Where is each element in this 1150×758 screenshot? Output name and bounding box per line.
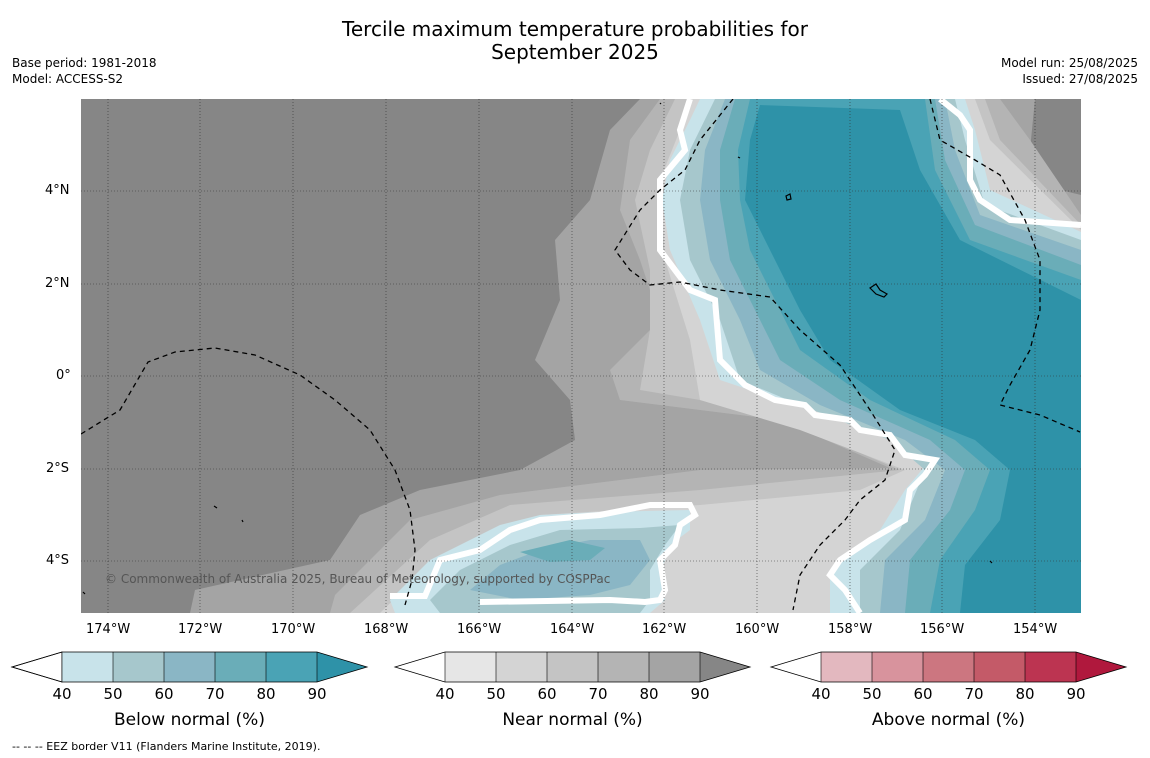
cbar-tick: 80: [256, 685, 276, 703]
map-title: Tercile maximum temperature probabilitie…: [0, 18, 1150, 64]
base-period: Base period: 1981-2018: [12, 56, 157, 70]
cbar-tick: 40: [435, 685, 455, 703]
lat-label: 0°: [56, 368, 71, 383]
lat-label: 2°S: [46, 461, 70, 476]
eez-borders: [81, 99, 1081, 611]
below-normal-90-region: [745, 105, 1081, 613]
cbar-tick: 90: [307, 685, 327, 703]
eez-footnote: -- -- -- EEZ border V11 (Flanders Marine…: [12, 740, 321, 753]
colorbar-near-normal: [393, 651, 752, 683]
cbar-tick: 50: [486, 685, 506, 703]
cbar-tick: 80: [1015, 685, 1035, 703]
cbar-tick: 70: [205, 685, 225, 703]
cbar-tick: 60: [913, 685, 933, 703]
map-area: © Commonwealth of Australia 2025, Bureau…: [81, 99, 1081, 613]
colorbar-label-above: Above normal (%): [871, 710, 1026, 730]
meta-right: Model run: 25/08/2025 Issued: 27/08/2025: [1001, 55, 1138, 87]
cbar-tick: 90: [690, 685, 710, 703]
lat-label: 4°N: [45, 183, 70, 198]
south-blob-60-region: [470, 540, 650, 600]
model-run: Model run: 25/08/2025: [1000, 56, 1138, 70]
model-name: Model: ACCESS-S2: [12, 72, 124, 86]
lon-label: 158°W: [828, 622, 873, 637]
cbar-tick: 40: [52, 685, 72, 703]
cbar-tick: 70: [588, 685, 608, 703]
copyright-text: © Commonwealth of Australia 2025, Bureau…: [105, 572, 610, 586]
lon-label: 164°W: [550, 622, 595, 637]
lon-label: 170°W: [271, 622, 316, 637]
lat-label: 2°N: [45, 276, 70, 291]
lat-label: 4°S: [46, 553, 70, 568]
title-line-1: Tercile maximum temperature probabilitie…: [342, 17, 808, 41]
below-normal-40-boundary-north: [938, 99, 1081, 228]
lon-label: 162°W: [642, 622, 687, 637]
colorbar-label-near: Near normal (%): [502, 710, 643, 730]
cbar-tick: 60: [154, 685, 174, 703]
cbar-tick: 70: [964, 685, 984, 703]
lon-label: 156°W: [920, 622, 965, 637]
lon-label: 166°W: [457, 622, 502, 637]
lon-label: 172°W: [178, 622, 223, 637]
lon-label: 154°W: [1013, 622, 1058, 637]
lon-label: 174°W: [86, 622, 131, 637]
cbar-tick: 50: [862, 685, 882, 703]
cbar-tick: 50: [103, 685, 123, 703]
cbar-tick: 60: [537, 685, 557, 703]
meta-left: Base period: 1981-2018 Model: ACCESS-S2: [12, 55, 157, 87]
cbar-tick: 80: [639, 685, 659, 703]
title-line-2: September 2025: [491, 40, 659, 64]
islands: [82, 102, 993, 595]
cbar-tick: 90: [1066, 685, 1086, 703]
south-blob-40-boundary: [390, 502, 699, 606]
issued-date: Issued: 27/08/2025: [1022, 72, 1138, 86]
lon-label: 168°W: [364, 622, 409, 637]
colorbar-label-below: Below normal (%): [114, 710, 265, 730]
colorbar-above-normal: [769, 651, 1128, 683]
colorbar-below-normal: [10, 651, 369, 683]
lon-label: 160°W: [735, 622, 780, 637]
south-blob-70-region: [520, 540, 605, 562]
cbar-tick: 40: [811, 685, 831, 703]
